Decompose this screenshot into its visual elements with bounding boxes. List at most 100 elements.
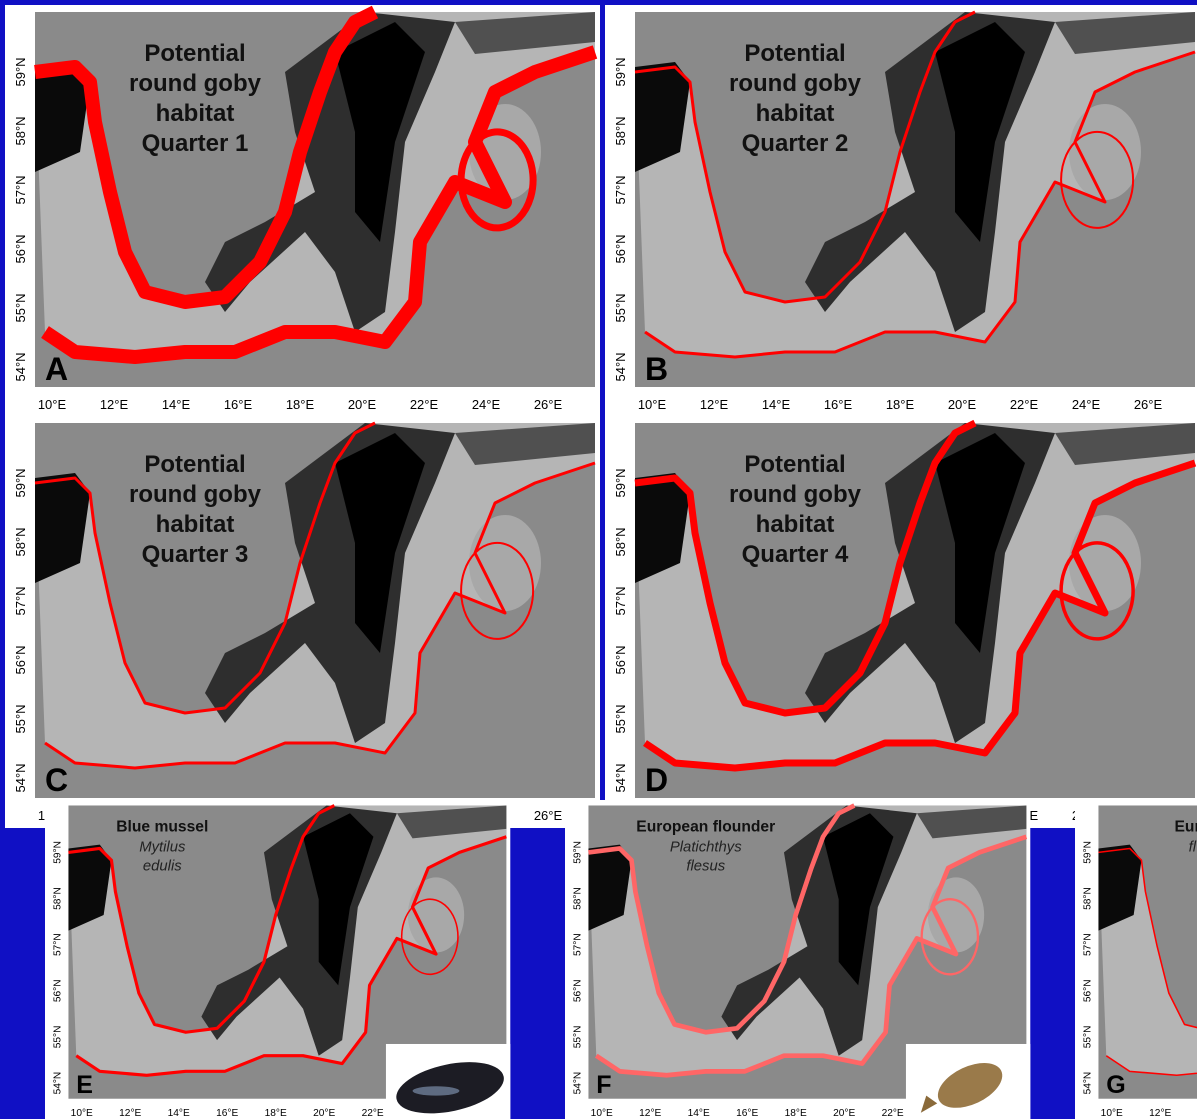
species-name: edulis xyxy=(143,858,182,874)
lon-label: 20°E xyxy=(348,397,377,412)
panel-title: European flounder xyxy=(636,818,775,835)
lat-label: 58°N xyxy=(613,116,628,145)
lat-label: 59°N xyxy=(613,468,628,497)
lon-label: 12°E xyxy=(639,1108,661,1119)
panel-letter: E xyxy=(76,1071,93,1099)
panel-title: round goby xyxy=(129,70,262,97)
panel-letter: D xyxy=(645,762,668,798)
lon-label: 14°E xyxy=(688,1108,710,1119)
panel-title: Potential xyxy=(744,451,845,478)
lat-label: 59°N xyxy=(1083,841,1094,864)
lon-label: 20°E xyxy=(948,397,977,412)
lon-label: 12°E xyxy=(700,397,729,412)
lat-label: 59°N xyxy=(573,841,584,864)
lat-label: 56°N xyxy=(13,645,28,674)
lon-label: 26°E xyxy=(534,397,563,412)
lat-label: 55°N xyxy=(13,293,28,322)
lat-label: 56°N xyxy=(613,234,628,263)
map-area xyxy=(35,12,595,387)
lat-label: 56°N xyxy=(613,645,628,674)
map-panel: 59°N58°N57°N56°N55°N54°N10°E12°E14°E16°E… xyxy=(5,416,600,828)
lon-label: 10°E xyxy=(38,397,67,412)
lat-label: 59°N xyxy=(613,57,628,86)
lon-label: 20°E xyxy=(833,1108,855,1119)
lon-label: 16°E xyxy=(736,1108,758,1119)
lon-label: 22°E xyxy=(410,397,439,412)
lon-label: 10°E xyxy=(1101,1108,1123,1119)
species-name: Mytilus xyxy=(139,840,186,856)
lat-label: 56°N xyxy=(13,234,28,263)
panel-letter: B xyxy=(645,351,668,387)
species-name: flesus xyxy=(686,858,725,874)
panel-letter: F xyxy=(596,1071,611,1099)
lat-label: 58°N xyxy=(613,527,628,556)
lat-label: 59°N xyxy=(13,57,28,86)
lat-label: 58°N xyxy=(13,116,28,145)
lat-label: 58°N xyxy=(1083,887,1094,910)
lon-label: 10°E xyxy=(638,397,667,412)
lat-label: 58°N xyxy=(13,527,28,556)
map-panel: 59°N58°N57°N56°N55°N54°N10°E12°EEuroflG xyxy=(1075,800,1197,1119)
lon-label: 10°E xyxy=(591,1108,613,1119)
lon-label: 14°E xyxy=(762,397,791,412)
species-name: fl xyxy=(1189,840,1197,856)
map-area xyxy=(1098,805,1197,1098)
lat-label: 54°N xyxy=(13,763,28,792)
lon-label: 18°E xyxy=(286,397,315,412)
lat-label: 57°N xyxy=(13,586,28,615)
lat-label: 54°N xyxy=(613,763,628,792)
panel-title: Potential xyxy=(744,40,845,67)
map-area xyxy=(35,423,595,798)
lon-label: 18°E xyxy=(886,397,915,412)
panel-title: Quarter 4 xyxy=(742,541,849,568)
lat-label: 55°N xyxy=(613,704,628,733)
mussel-highlight xyxy=(413,1086,460,1095)
lat-label: 57°N xyxy=(1083,933,1094,956)
lat-label: 54°N xyxy=(13,352,28,381)
lat-label: 59°N xyxy=(53,841,64,864)
panel-title: round goby xyxy=(729,70,862,97)
panel-title: habitat xyxy=(156,511,235,538)
lat-label: 57°N xyxy=(613,586,628,615)
lat-label: 59°N xyxy=(13,468,28,497)
map-area xyxy=(635,12,1195,387)
lat-label: 54°N xyxy=(613,352,628,381)
lat-label: 58°N xyxy=(573,887,584,910)
lon-label: 22°E xyxy=(1010,397,1039,412)
lon-label: 26°E xyxy=(1134,397,1163,412)
lat-label: 57°N xyxy=(53,933,64,956)
panel-title: Euro xyxy=(1175,818,1197,835)
lon-label: 14°E xyxy=(168,1108,190,1119)
panel-letter: A xyxy=(45,351,68,387)
species-name: Platichthys xyxy=(670,840,742,856)
lon-label: 12°E xyxy=(119,1108,141,1119)
panel-title: Quarter 3 xyxy=(142,541,249,568)
panel-title: habitat xyxy=(756,100,835,127)
lon-label: 12°E xyxy=(100,397,129,412)
panel-title: round goby xyxy=(729,481,862,508)
lat-label: 56°N xyxy=(1083,979,1094,1002)
lon-label: 16°E xyxy=(224,397,253,412)
lat-label: 57°N xyxy=(613,175,628,204)
lat-label: 58°N xyxy=(53,887,64,910)
lon-label: 14°E xyxy=(162,397,191,412)
lon-label: 20°E xyxy=(313,1108,335,1119)
lat-label: 54°N xyxy=(53,1072,64,1095)
panel-title: Potential xyxy=(144,40,245,67)
lon-label: 18°E xyxy=(785,1108,807,1119)
lat-label: 54°N xyxy=(573,1072,584,1095)
panel-title: habitat xyxy=(756,511,835,538)
map-panel: 59°N58°N57°N56°N55°N54°N10°E12°E14°E16°E… xyxy=(605,416,1197,828)
lon-label: 24°E xyxy=(1072,397,1101,412)
lon-label: 24°E xyxy=(472,397,501,412)
lat-label: 57°N xyxy=(573,933,584,956)
lat-label: 55°N xyxy=(1083,1026,1094,1049)
lat-label: 56°N xyxy=(573,979,584,1002)
lat-label: 55°N xyxy=(13,704,28,733)
figure: 59°N 58°N 57°N 56°N 55°N 54°N 10°E 12°E 14°E 16°E… xyxy=(0,0,1197,1119)
lat-label: 54°N xyxy=(1083,1072,1094,1095)
